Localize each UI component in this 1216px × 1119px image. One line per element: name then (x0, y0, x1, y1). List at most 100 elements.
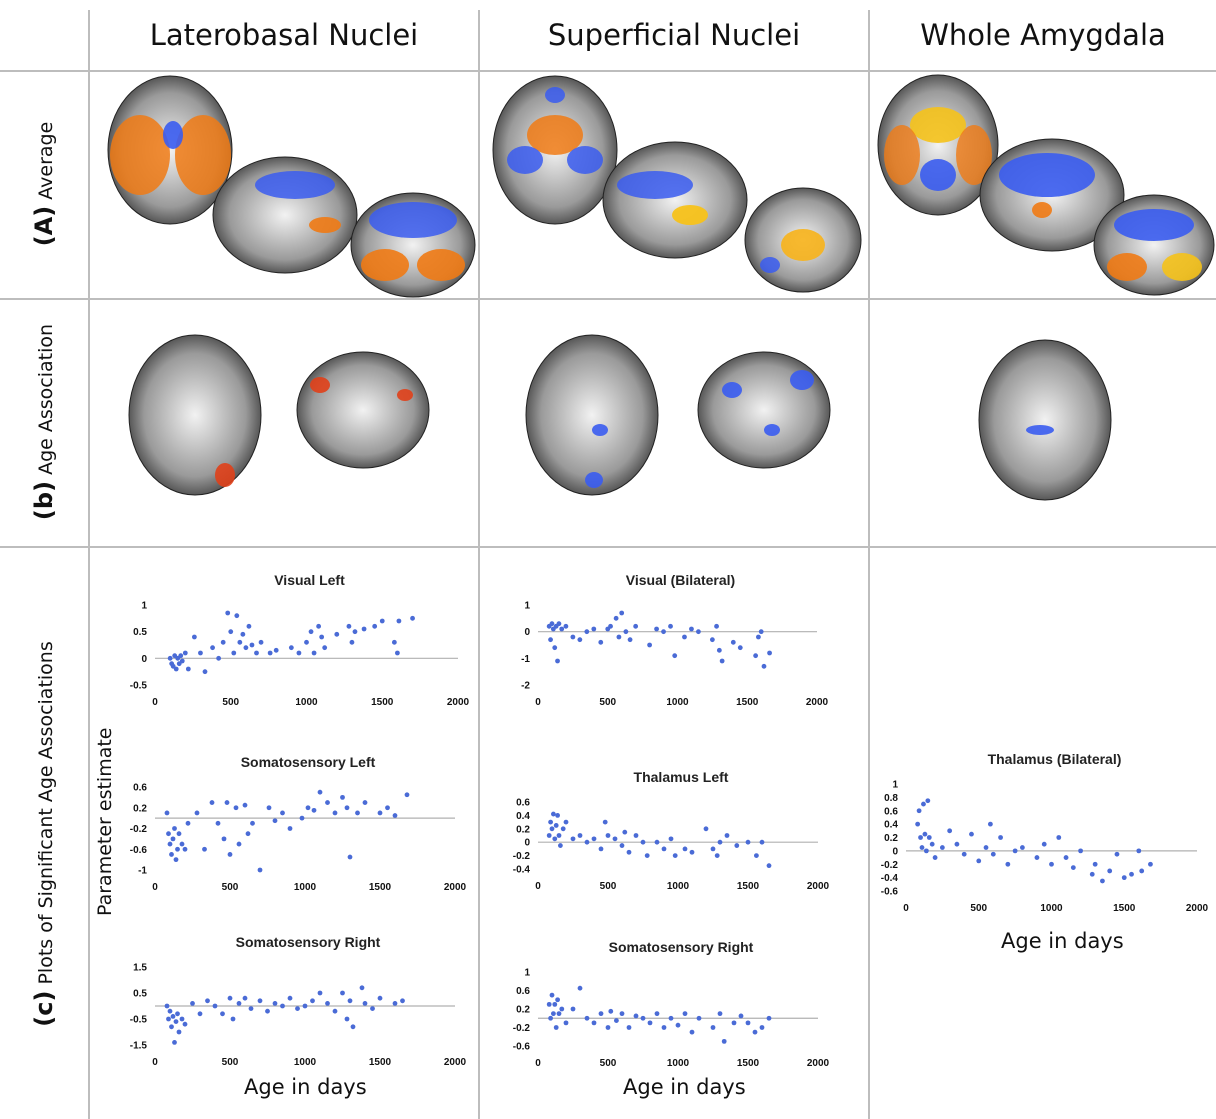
data-point (577, 637, 583, 643)
data-point (619, 610, 625, 616)
data-point (280, 1003, 285, 1009)
data-point (220, 1011, 225, 1017)
brain-figure-average-laterobasal (107, 75, 476, 298)
data-point (766, 863, 772, 869)
data-point (682, 1011, 688, 1017)
data-point (710, 1025, 716, 1030)
data-point (1148, 861, 1153, 867)
data-point (626, 1025, 632, 1030)
data-point (754, 853, 759, 858)
data-point (721, 1038, 727, 1044)
data-point (231, 650, 237, 656)
data-point (929, 841, 935, 847)
data-point (556, 833, 562, 838)
y-tick-label: -0.5 (130, 681, 148, 692)
data-point (379, 618, 385, 624)
data-point (548, 1015, 553, 1021)
data-point (584, 629, 590, 635)
data-point (619, 1011, 625, 1017)
data-point (548, 637, 553, 643)
data-point (1078, 848, 1083, 854)
data-point (591, 1020, 597, 1026)
data-point (1107, 868, 1113, 874)
data-point (230, 1016, 236, 1022)
data-point (258, 639, 264, 645)
y-tick-label: -0.4 (881, 873, 899, 884)
data-point (752, 1029, 758, 1035)
data-point (221, 836, 227, 842)
data-point (553, 823, 559, 828)
data-point (559, 1006, 565, 1012)
column-title-whole-amygdala: Whole Amygdala (920, 18, 1166, 52)
x-axis-label-superficial: Age in days (623, 1075, 746, 1099)
data-point (584, 1015, 590, 1021)
data-point (236, 1001, 242, 1006)
data-point (738, 1013, 744, 1019)
data-point (633, 833, 639, 838)
data-point (717, 839, 723, 845)
data-point (926, 835, 932, 840)
x-tick-label: 0 (535, 697, 541, 708)
data-point (976, 858, 982, 864)
data-point (644, 853, 650, 858)
data-point (932, 855, 938, 860)
data-point (288, 645, 294, 651)
data-point (925, 798, 931, 804)
data-point (556, 621, 562, 627)
data-point (340, 794, 345, 800)
data-point (347, 998, 353, 1004)
data-point (661, 1025, 667, 1030)
data-point (608, 1008, 614, 1014)
x-tick-label: 0 (152, 697, 158, 708)
data-point (169, 1024, 174, 1030)
x-tick-label: 0 (152, 1057, 158, 1068)
data-point (696, 629, 701, 635)
data-point (626, 849, 632, 855)
data-point (591, 836, 597, 842)
y-tick-label: 0 (524, 627, 530, 638)
data-point (246, 623, 252, 629)
data-point (716, 647, 722, 653)
data-point (362, 1001, 368, 1006)
y-tick-label: 0.6 (884, 806, 898, 817)
y-tick-label: -0.4 (513, 865, 531, 876)
data-point (921, 801, 926, 807)
data-point (245, 831, 251, 837)
data-point (257, 998, 263, 1004)
x-tick-label: 2000 (444, 1057, 467, 1068)
row-divider-1 (0, 70, 1216, 72)
data-point (254, 650, 259, 656)
y-tick-label: -0.2 (513, 851, 531, 862)
data-point (302, 1003, 308, 1009)
data-point (325, 1001, 330, 1006)
data-point (555, 997, 560, 1003)
data-point (344, 1016, 350, 1022)
x-tick-label: 0 (152, 882, 158, 893)
data-point (598, 1011, 604, 1017)
data-point (703, 826, 709, 832)
y-tick-label: 0.2 (516, 824, 530, 835)
y-tick-label: -0.6 (130, 845, 148, 856)
x-tick-label: 1500 (369, 1057, 392, 1068)
x-tick-label: 1500 (1113, 903, 1136, 914)
y-tick-label: -0.6 (513, 1042, 531, 1053)
data-point (987, 821, 993, 827)
data-point (280, 810, 285, 816)
y-axis-label: Parameter estimate (94, 727, 116, 917)
data-point (710, 846, 716, 852)
y-tick-label: -1.5 (130, 1041, 148, 1052)
data-point (267, 650, 273, 656)
data-point (1063, 855, 1069, 860)
data-point (1114, 851, 1120, 857)
data-point (549, 826, 555, 832)
data-point (633, 1013, 639, 1019)
data-point (273, 647, 279, 653)
data-point (640, 1015, 646, 1021)
data-point (614, 1018, 619, 1023)
data-point (179, 658, 185, 664)
y-tick-label: 1 (524, 968, 530, 979)
data-point (553, 1025, 559, 1030)
